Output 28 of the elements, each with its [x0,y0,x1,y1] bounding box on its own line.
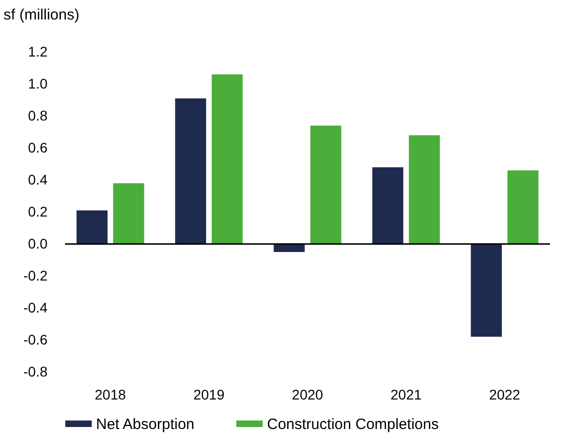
bar [372,167,404,244]
x-tick-label: 2020 [292,386,324,402]
y-tick-label: 0.0 [28,236,48,252]
y-axis-title: sf (millions) [4,6,80,24]
y-tick-label: -0.8 [23,364,48,380]
y-tick-label: -0.6 [23,332,48,348]
bar [212,74,243,244]
bar [76,210,108,244]
legend-label: Construction Completions [267,416,439,433]
y-tick-label: -0.4 [23,300,48,316]
bar [408,135,440,244]
y-tick-label: 0.6 [28,140,48,156]
y-tick-label: 1.0 [28,76,48,92]
x-tick-label: 2022 [489,386,520,402]
x-tick-label: 2018 [94,386,126,402]
bar [310,126,342,244]
x-tick-label: 2019 [193,386,225,402]
x-tick-label: 2021 [390,386,422,402]
bar [175,98,206,244]
y-tick-label: 1.2 [28,44,48,60]
y-tick-label: 0.2 [28,204,48,220]
bar [470,244,502,337]
bar [113,183,144,244]
bar [507,170,538,244]
legend-label: Net Absorption [96,416,194,433]
y-tick-label: 0.8 [28,108,48,124]
y-tick-label: -0.2 [23,268,48,284]
y-tick-label: 0.4 [28,172,48,188]
